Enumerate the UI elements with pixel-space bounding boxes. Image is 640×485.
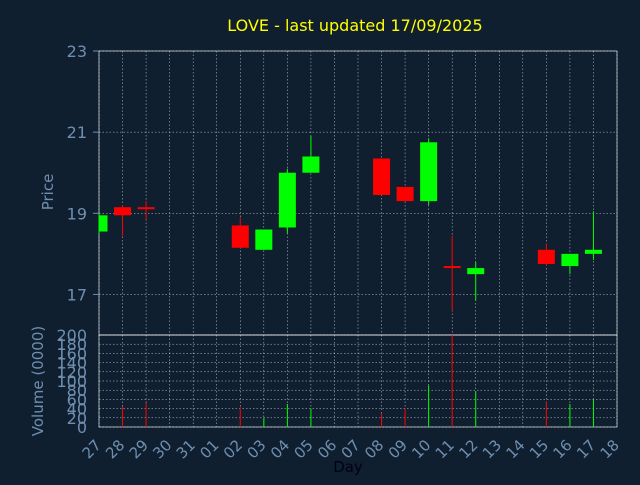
price-tick-label: 21 <box>67 123 87 142</box>
volume-tick-label: 140 <box>56 354 87 373</box>
candle-body <box>114 207 132 216</box>
candle-body <box>396 186 414 202</box>
candle-body <box>373 158 391 196</box>
price-tick-label: 17 <box>67 285 87 304</box>
candle-10 <box>420 138 438 206</box>
candle-body <box>278 172 296 228</box>
volume-tick-label: 20 <box>67 409 87 428</box>
candle-04 <box>278 168 296 234</box>
candle-body <box>537 249 555 264</box>
volume-tick-label: 0 <box>77 418 87 437</box>
candle-body <box>99 215 108 232</box>
volume-tick-label: 160 <box>56 344 87 363</box>
volume-tick-label: 80 <box>67 381 87 400</box>
volume-axis-label: Volume (0000) <box>29 326 47 436</box>
candle-15 <box>537 243 555 267</box>
candle-body <box>561 253 579 267</box>
candle-03 <box>255 229 273 250</box>
price-axis-label: Price <box>39 174 57 211</box>
volume-tick-label: 200 <box>56 326 87 345</box>
price-tick-labels: 17 19 21 23 <box>67 42 87 304</box>
candle-08 <box>373 158 391 196</box>
candle-27 <box>98 213 108 234</box>
price-tick-label: 23 <box>67 42 87 61</box>
candle-body <box>467 268 485 275</box>
candle-body <box>443 266 461 269</box>
volume-tick-label: 40 <box>67 400 87 419</box>
candle-body <box>231 225 249 248</box>
volume-grid <box>98 334 618 428</box>
candles <box>98 136 602 311</box>
volume-tick-label: 60 <box>67 390 87 409</box>
volume-bars <box>122 335 594 427</box>
candle-body <box>420 142 438 202</box>
x-axis-label: Day <box>333 458 363 476</box>
chart-title: LOVE - last updated 17/09/2025 <box>227 16 482 35</box>
price-tick-label: 19 <box>67 204 87 223</box>
candle-body <box>584 249 602 254</box>
candle-17 <box>584 211 602 260</box>
volume-tick-label: 100 <box>56 372 87 391</box>
volume-tick-label: 120 <box>56 363 87 382</box>
candle-05 <box>302 136 320 173</box>
candle-body <box>255 229 273 250</box>
x-tick-labels: 2728293031010203040506070809101112131415… <box>79 436 623 462</box>
candle-body <box>302 156 320 173</box>
candle-16 <box>561 253 579 275</box>
candle-12 <box>467 261 485 301</box>
candle-body <box>137 207 155 210</box>
candle-02 <box>231 217 249 248</box>
price-grid <box>93 50 618 336</box>
candle-11 <box>443 235 461 311</box>
volume-tick-label: 180 <box>56 335 87 354</box>
candle-28 <box>114 205 132 236</box>
candle-29 <box>137 201 155 220</box>
candle-09 <box>396 186 414 202</box>
